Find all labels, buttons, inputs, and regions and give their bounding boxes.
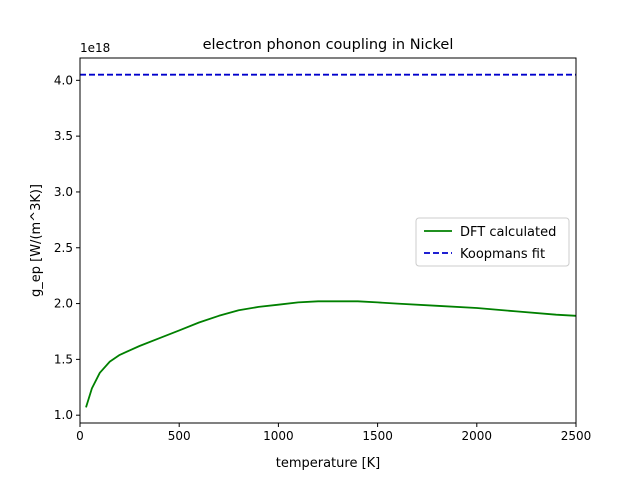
x-axis: 0 500 1000 1500 2000 2500: [76, 423, 591, 443]
x-tick-label: 0: [76, 429, 84, 443]
y-axis-offset-label: 1e18: [80, 41, 110, 55]
y-tick-label: 3.5: [54, 129, 73, 143]
y-tick-label: 4.0: [54, 73, 73, 87]
x-tick-label: 2500: [561, 429, 592, 443]
legend-box: [415, 217, 570, 267]
series-line-dft-calculated: [85, 300, 577, 408]
y-tick-label: 2.0: [54, 297, 73, 311]
x-axis-label: temperature [K]: [276, 456, 381, 471]
plot-lines: [80, 73, 577, 408]
y-tick-label: 3.0: [54, 185, 73, 199]
y-axis-label: g_ep [W/(m^3K)]: [29, 184, 44, 297]
y-axis: 1.0 1.5 2.0 2.5 3.0 3.5 4.0: [54, 73, 80, 422]
legend-label-dft: DFT calculated: [460, 225, 556, 240]
plot-frame: [79, 57, 577, 424]
y-tick-label: 1.5: [54, 352, 73, 366]
legend: DFT calculated Koopmans fit: [415, 217, 570, 267]
x-tick-label: 2000: [462, 429, 493, 443]
legend-label-koopmans: Koopmans fit: [460, 247, 545, 262]
x-tick-label: 1000: [263, 429, 294, 443]
chart-title: electron phonon coupling in Nickel: [203, 37, 454, 53]
y-tick-label: 1.0: [54, 408, 73, 422]
y-tick-label: 2.5: [54, 241, 73, 255]
x-tick-label: 1500: [362, 429, 393, 443]
x-tick-label: 500: [168, 429, 191, 443]
